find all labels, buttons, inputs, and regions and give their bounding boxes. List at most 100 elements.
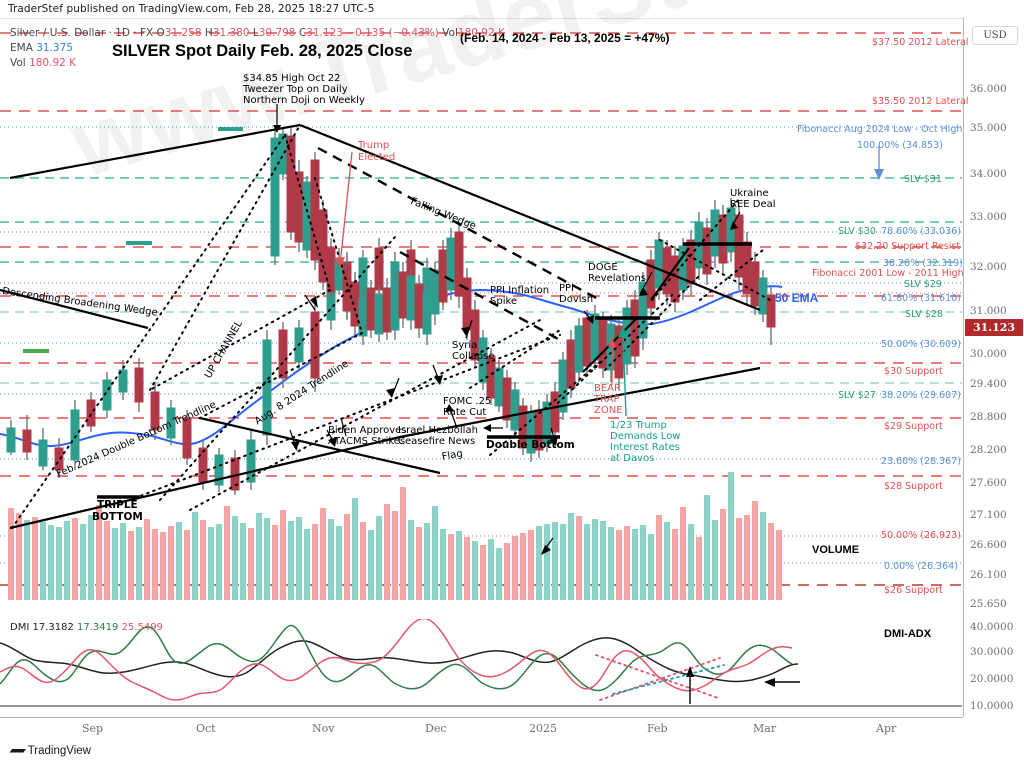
annotation-davos-4: at Davos (610, 453, 655, 464)
time-tick: Sep (82, 722, 104, 735)
legend-low-value: 30.798 (258, 27, 296, 39)
level-label: SLV $29 (904, 279, 942, 290)
annotation-ukraine-1: Ukraine (730, 188, 769, 199)
level-label: $29 Support (884, 421, 943, 432)
legend-open-value: 31.258 (164, 27, 202, 39)
legend-symbol: Silver / U.S. Dollar · 1D · FX (10, 27, 154, 39)
time-tick: 2025 (529, 722, 557, 735)
annotation-israel-hezbollah-1: Israel Hezbollah (398, 425, 478, 436)
time-tick: Oct (196, 722, 216, 735)
legend-change: −0.135 (−0.43%) (346, 27, 439, 39)
dmi-legend-label: DMI (10, 622, 30, 633)
price-tick: 33.000 (970, 211, 1007, 223)
price-tick: 31.000 (970, 305, 1007, 317)
level-label: $32.20 Support Resist (855, 241, 961, 252)
legend-low-label: L (252, 27, 259, 39)
dmi-panel-tag: DMI-ADX (884, 628, 932, 640)
level-label: $37.50 2012 Lateral (872, 37, 969, 48)
annotation-davos-2: Demands Low (610, 431, 681, 442)
ema-legend-label: EMA (10, 42, 33, 54)
annotation-bear-trap-2: TRAP (594, 394, 620, 405)
annotation-oct-high-2: Tweezer Top on Daily (243, 84, 348, 95)
dmi-tick: 10.0000 (970, 700, 1014, 712)
level-label: 50.00% (30.609) (881, 339, 961, 350)
dmi-minus-value: 25.5499 (121, 622, 163, 633)
level-label: 38.20% (32.319) (883, 258, 963, 269)
publisher-line: TraderStef published on TradingView.com,… (8, 3, 375, 15)
tradingview-logo-icon: ▰▰ (10, 746, 26, 756)
legend-high-label: H (204, 27, 213, 39)
dmi-plus-value: 17.3419 (77, 622, 119, 633)
level-label: $35.50 2012 Lateral (872, 96, 969, 107)
legend-vol-label: Vol (442, 27, 458, 39)
level-label: $28 Support (884, 481, 943, 492)
price-tick: 36.000 (970, 83, 1007, 95)
annotation-bear-trap-3: ZONE (594, 405, 623, 416)
level-label: Fibonacci 2001 Low - 2011 High (812, 268, 964, 279)
level-label: Fibonacci Aug 2024 Low - Oct High (797, 124, 963, 135)
annotation-ppi-dovish-1: PPI (559, 283, 575, 294)
annotation-davos-3: Interest Rates (610, 442, 680, 453)
level-label: 23.60% (28.367) (881, 456, 961, 467)
annotation-double-bottom: Double Bottom (486, 439, 575, 451)
price-tick: 32.000 (970, 261, 1007, 273)
legend-vol-value: 180.92 K (457, 27, 505, 39)
annotation-trump-elected-2: Elected (358, 152, 396, 163)
volume-panel-tag: VOLUME (812, 544, 860, 556)
price-tick: 26.600 (970, 539, 1007, 551)
ema-legend-value: 31.375 (36, 42, 73, 54)
ema-panel-tag: 50 EMA (775, 291, 819, 305)
performance-note: (Feb. 14, 2024 - Feb 13, 2025 = +47%) (460, 31, 670, 45)
tradingview-footer-label: TradingView (27, 745, 91, 757)
annotation-ukraine-2: REE Deal (730, 199, 776, 210)
annotation-biden-atacms-1: Biden Approves (328, 425, 407, 436)
dmi-tick: 20.0000 (970, 673, 1014, 685)
chart-frame (0, 18, 1024, 719)
price-tick: 27.600 (970, 477, 1007, 489)
level-label: SLV $31 (904, 174, 942, 185)
legend-high-value: 31.380 (212, 27, 250, 39)
annotation-ppi-dovish-2: Dovish (559, 294, 594, 305)
annotation-fomc-1: FOMC .25 (443, 396, 492, 407)
annotation-bear-trap-1: BEAR (594, 383, 621, 394)
price-tick: 35.000 (970, 122, 1007, 134)
time-tick: Apr (876, 722, 897, 735)
annotation-doge-2: Revelations (588, 273, 646, 284)
level-label: SLV $27 (838, 390, 876, 401)
dmi-axis[interactable]: 40.0000 30.0000 20.0000 10.0000 (963, 618, 1024, 717)
level-label: 0.00% (26.364) (884, 561, 958, 572)
price-tick: 29.400 (970, 378, 1007, 390)
level-label: 50.00% (26.923) (881, 530, 961, 541)
annotation-syria-2: Collapse (452, 351, 495, 362)
level-label: 100.00% (34.853) (857, 140, 943, 151)
price-axis[interactable]: USD 36.000 35.000 34.000 33.000 32.000 3… (963, 18, 1024, 618)
currency-badge: USD (972, 26, 1018, 45)
legend-open-label: O (156, 27, 165, 39)
dmi-tick: 40.0000 (970, 621, 1014, 633)
time-tick: Mar (753, 722, 777, 735)
annotation-ppi-spike-1: PPI Inflation (490, 285, 550, 296)
level-label: SLV $28 (905, 309, 943, 320)
annotation-israel-hezbollah-2: Ceasefire News (398, 436, 476, 447)
ema-legend-row: EMA 31.375 (10, 42, 73, 54)
price-tick: 30.000 (970, 348, 1007, 360)
volume-legend-row: Vol 180.92 K (10, 57, 76, 69)
annotation-oct-high-3: Northern Doji on Weekly (243, 95, 365, 106)
annotation-davos-1: 1/23 Trump (610, 420, 667, 431)
annotation-fomc-2: Rate Cut (443, 407, 487, 418)
dmi-adx-value: 17.3182 (32, 622, 74, 633)
level-label: $30 Support (884, 366, 943, 377)
annotation-biden-atacms-2: ATACMS Strikes (328, 436, 406, 447)
price-tick: 27.100 (970, 509, 1007, 521)
annotation-ppi-spike-2: Spike (490, 296, 518, 307)
annotation-doge-1: DOGE (588, 262, 618, 273)
dmi-legend-row: DMI 17.3182 17.3419 25.5499 (10, 622, 163, 633)
level-label: SLV $30 (838, 226, 876, 237)
level-label: 61.80% (31.610) (881, 293, 961, 304)
time-tick: Dec (425, 722, 447, 735)
last-price-badge: 31.123 (965, 319, 1023, 336)
annotation-triple-1: TRIPLE (97, 499, 138, 511)
level-label: 78.60% (33.036) (881, 226, 961, 237)
time-axis[interactable]: Sep Oct Nov Dec 2025 Feb Mar Apr (0, 717, 963, 744)
